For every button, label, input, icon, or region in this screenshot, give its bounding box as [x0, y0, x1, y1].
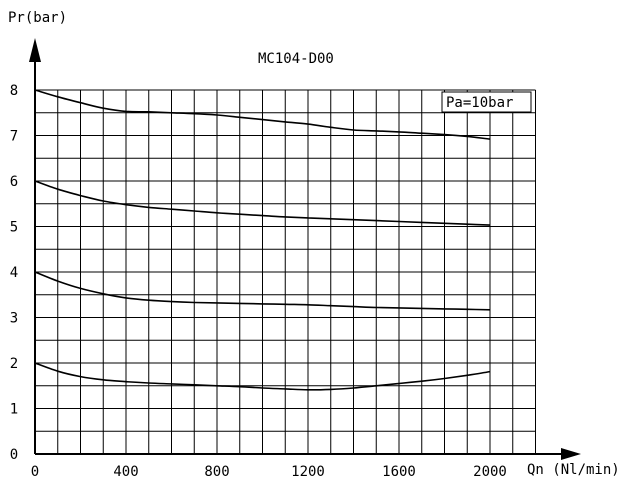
x-axis-label: Qn (Nl/min): [527, 462, 620, 478]
x-axis-arrow: [561, 448, 581, 460]
series-line: [34, 89, 491, 140]
y-tick-label: 3: [10, 311, 18, 327]
x-tick-label: 0: [31, 464, 39, 480]
chart-title: MC104-D00: [258, 51, 334, 67]
y-tick-label: 4: [10, 265, 18, 281]
annotation-box: Pa=10bar: [441, 91, 532, 113]
x-tick-label: 2000: [473, 464, 507, 480]
annotation-background: [441, 91, 532, 113]
axes: [29, 38, 581, 460]
annotation-text: Pa=10bar: [446, 95, 513, 111]
y-tick-label: 2: [10, 356, 18, 372]
x-tick-label: 1200: [291, 464, 325, 480]
x-tick-label: 800: [204, 464, 229, 480]
series-line: [34, 271, 491, 311]
tick-labels: 0 400 800 1200 1600 2000 0 1 2 3 4 5 6 7 8: [10, 83, 507, 480]
series-lines: [34, 89, 491, 391]
y-tick-label: 0: [10, 447, 18, 463]
x-tick-label: 400: [113, 464, 138, 480]
y-tick-label: 6: [10, 174, 18, 190]
y-axis-arrow: [29, 38, 41, 62]
y-tick-label: 8: [10, 83, 18, 99]
series-line: [34, 362, 491, 391]
y-tick-label: 5: [10, 220, 18, 236]
y-tick-label: 1: [10, 402, 18, 418]
x-tick-label: 1600: [382, 464, 416, 480]
grid: [34, 89, 536, 455]
y-tick-label: 7: [10, 129, 18, 145]
series-line: [34, 180, 491, 226]
y-axis-label: Pr(bar): [8, 10, 67, 26]
